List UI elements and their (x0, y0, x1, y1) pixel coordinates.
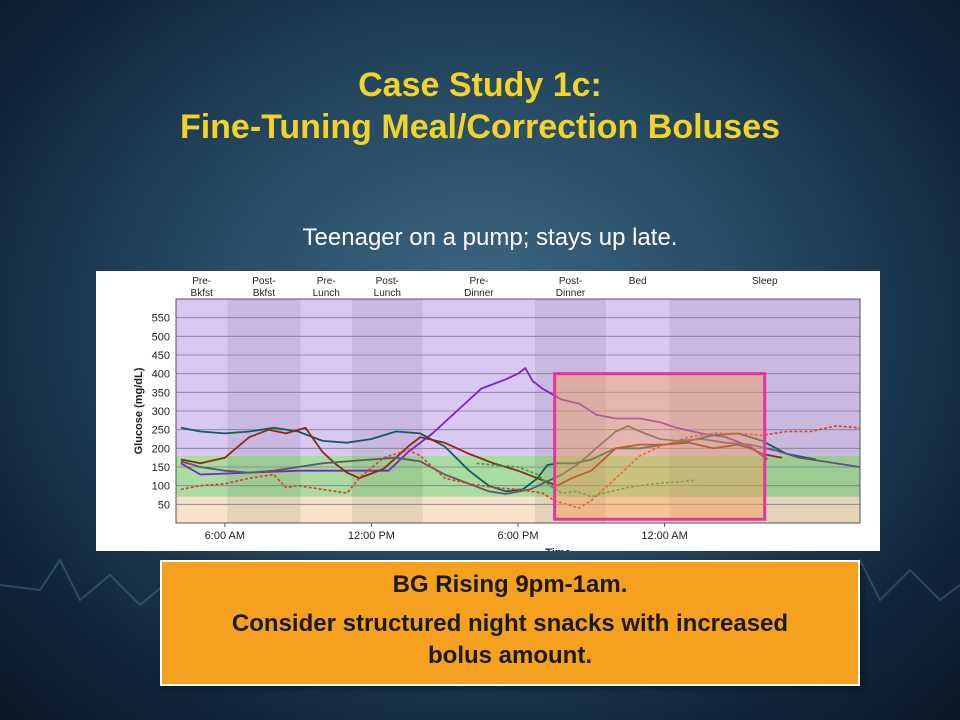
callout-box: BG Rising 9pm-1am. Consider structured n… (160, 560, 860, 686)
period-label: Post- (376, 276, 399, 287)
y-tick-label: 100 (152, 481, 170, 493)
period-label: Bed (629, 276, 647, 287)
glucose-chart: Pre- Bkfst Post- Bkfst Pre- Lunch Post- Lunch Pr… (96, 271, 880, 559)
period-label: Lunch (374, 288, 401, 299)
y-axis-label: Glucose (mg/dL) (133, 367, 145, 454)
x-tick-label: 6:00 AM (205, 530, 245, 542)
y-tick-label: 50 (158, 499, 170, 511)
x-tick-label: 12:00 AM (641, 530, 687, 542)
period-label: Post- (559, 276, 582, 287)
slide-title-line2: Fine-Tuning Meal/Correction Boluses (179, 108, 781, 146)
callout-line1: BG Rising 9pm-1am. (392, 571, 628, 598)
x-tick-label: 12:00 PM (348, 530, 395, 542)
y-tick-label: 450 (152, 350, 170, 362)
period-label: Pre- (192, 276, 211, 287)
period-label: Pre- (469, 276, 488, 287)
callout-line2: Consider structured night snacks with in… (231, 610, 789, 669)
highlight-box (553, 372, 767, 521)
period-label: Bkfst (253, 288, 275, 299)
period-label: Sleep (752, 276, 778, 287)
period-label: Dinner (464, 288, 494, 299)
glucose-series-line (476, 462, 697, 498)
x-tick-label: 6:00 PM (498, 530, 539, 542)
glucose-chart-svg: Pre-BkfstPost-BkfstPre-LunchPost-LunchPr… (133, 276, 861, 559)
glucose-series-line (180, 426, 782, 487)
y-tick-label: 350 (152, 387, 170, 399)
slide-title: Case Study 1c: Fine-Tuning Meal/Correcti… (0, 64, 960, 148)
y-tick-label: 400 (152, 369, 170, 381)
period-label: Bkfst (191, 288, 213, 299)
y-tick-label: 250 (152, 425, 170, 437)
y-tick-label: 500 (152, 331, 170, 343)
glucose-series-line (180, 367, 768, 476)
period-label: Lunch (313, 288, 340, 299)
x-axis-label: Time (545, 547, 570, 551)
y-tick-label: 200 (152, 443, 170, 455)
y-tick-label: 150 (152, 462, 170, 474)
period-label: Post- (252, 276, 275, 287)
glucose-series-line (180, 425, 861, 495)
slide-title-line1: Case Study 1c: (358, 66, 602, 104)
y-tick-label: 300 (152, 406, 170, 418)
y-tick-label: 550 (152, 313, 170, 325)
glucose-series-line (180, 425, 861, 509)
period-label: Pre- (317, 276, 336, 287)
period-label: Dinner (556, 288, 586, 299)
slide-subtitle: Teenager on a pump; stays up late. (302, 224, 678, 251)
